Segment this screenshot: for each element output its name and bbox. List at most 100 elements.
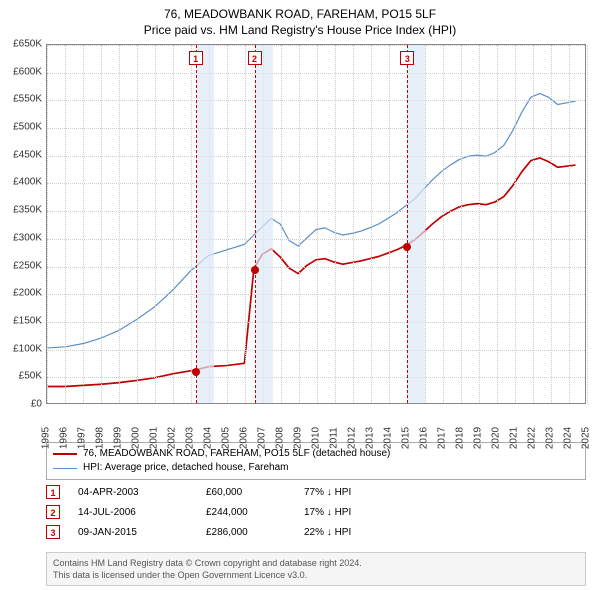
x-tick-label: 2023 <box>545 427 556 449</box>
y-tick-label: £450K <box>13 149 42 160</box>
gridline-v <box>335 45 336 403</box>
sale-marker-line <box>255 45 256 403</box>
gridline-v <box>245 45 246 403</box>
y-tick-label: £600K <box>13 66 42 77</box>
sales-table-row: 3 09-JAN-2015 £286,000 22% ↓ HPI <box>46 522 586 542</box>
x-tick-label: 2015 <box>401 427 412 449</box>
x-tick-label: 2018 <box>455 427 466 449</box>
footer-attribution: Contains HM Land Registry data © Crown c… <box>46 552 586 586</box>
x-tick-label: 2022 <box>527 427 538 449</box>
sale-band <box>255 45 273 403</box>
x-tick-label: 2002 <box>167 427 178 449</box>
sale-flag-icon: 1 <box>46 485 60 499</box>
gridline-v <box>47 45 48 403</box>
sale-delta: 22% ↓ HPI <box>304 527 404 538</box>
gridline-h <box>47 322 585 323</box>
x-tick-label: 2011 <box>329 427 340 449</box>
gridline-h <box>47 267 585 268</box>
gridline-v <box>299 45 300 403</box>
gridline-v <box>317 45 318 403</box>
gridline-h <box>47 100 585 101</box>
gridline-h <box>47 294 585 295</box>
gridline-h <box>47 128 585 129</box>
gridline-v <box>281 45 282 403</box>
x-tick-label: 2004 <box>203 427 214 449</box>
sale-marker-line <box>196 45 197 403</box>
gridline-v <box>191 45 192 403</box>
gridline-h <box>47 73 585 74</box>
gridline-h <box>47 156 585 157</box>
sale-price: £286,000 <box>206 527 286 538</box>
sale-marker-dot <box>192 368 200 376</box>
x-tick-label: 2021 <box>509 427 520 449</box>
title-line1: 76, MEADOWBANK ROAD, FAREHAM, PO15 5LF <box>0 6 600 22</box>
sales-table: 104-APR-2003£60,00077% ↓ HPI214-JUL-2006… <box>46 482 586 542</box>
x-tick-label: 1999 <box>113 427 124 449</box>
chart-plot-area: 123 <box>46 44 586 404</box>
gridline-v <box>227 45 228 403</box>
x-tick-label: 2017 <box>437 427 448 449</box>
sale-marker-dot <box>251 266 259 274</box>
x-tick-label: 2007 <box>257 427 268 449</box>
sale-marker-flag: 1 <box>189 51 203 65</box>
y-tick-label: £250K <box>13 260 42 271</box>
gridline-v <box>569 45 570 403</box>
sale-marker-line <box>407 45 408 403</box>
sale-delta: 17% ↓ HPI <box>304 507 404 518</box>
sale-price: £244,000 <box>206 507 286 518</box>
sale-marker-dot <box>403 243 411 251</box>
y-tick-label: £200K <box>13 288 42 299</box>
sale-flag-icon: 2 <box>46 505 60 519</box>
x-tick-label: 2019 <box>473 427 484 449</box>
y-tick-label: £100K <box>13 343 42 354</box>
sale-date: 09-JAN-2015 <box>78 527 188 538</box>
sales-table-row: 214-JUL-2006£244,00017% ↓ HPI <box>46 502 586 522</box>
footer-line2: This data is licensed under the Open Gov… <box>53 569 579 581</box>
x-tick-label: 2003 <box>185 427 196 449</box>
gridline-v <box>65 45 66 403</box>
x-tick-label: 2006 <box>239 427 250 449</box>
gridline-h <box>47 377 585 378</box>
x-tick-label: 2010 <box>311 427 322 449</box>
sale-marker-flag: 2 <box>248 51 262 65</box>
gridline-v <box>461 45 462 403</box>
gridline-v <box>551 45 552 403</box>
gridline-h <box>47 350 585 351</box>
figure: 76, MEADOWBANK ROAD, FAREHAM, PO15 5LF P… <box>0 0 600 590</box>
sale-price: £60,000 <box>206 487 286 498</box>
x-tick-label: 2020 <box>491 427 502 449</box>
sale-flag-icon: 3 <box>46 525 60 539</box>
sale-band <box>196 45 214 403</box>
x-tick-label: 2013 <box>365 427 376 449</box>
legend-label-property: 76, MEADOWBANK ROAD, FAREHAM, PO15 5LF (… <box>83 447 390 461</box>
gridline-v <box>479 45 480 403</box>
y-tick-label: £0 <box>31 399 42 410</box>
gridline-v <box>587 45 588 403</box>
gridline-v <box>83 45 84 403</box>
gridline-v <box>137 45 138 403</box>
gridline-h <box>47 45 585 46</box>
gridline-v <box>155 45 156 403</box>
gridline-v <box>443 45 444 403</box>
x-tick-label: 1998 <box>95 427 106 449</box>
y-tick-label: £350K <box>13 205 42 216</box>
sales-table-row: 1 04-APR-2003 £60,000 77% ↓ HPI <box>46 482 586 502</box>
y-tick-label: £150K <box>13 315 42 326</box>
gridline-v <box>119 45 120 403</box>
sale-delta: 77% ↓ HPI <box>304 487 404 498</box>
gridline-h <box>47 183 585 184</box>
title-line2: Price paid vs. HM Land Registry's House … <box>0 22 600 38</box>
gridline-v <box>101 45 102 403</box>
x-tick-label: 2025 <box>581 427 592 449</box>
sale-date: 04-APR-2003 <box>78 487 188 498</box>
x-tick-label: 2005 <box>221 427 232 449</box>
x-tick-label: 1996 <box>59 427 70 449</box>
x-tick-label: 2001 <box>149 427 160 449</box>
x-tick-label: 2012 <box>347 427 358 449</box>
gridline-v <box>353 45 354 403</box>
legend-label-hpi: HPI: Average price, detached house, Fare… <box>83 461 289 475</box>
x-tick-label: 2014 <box>383 427 394 449</box>
x-tick-label: 1997 <box>77 427 88 449</box>
gridline-v <box>371 45 372 403</box>
gridline-v <box>497 45 498 403</box>
